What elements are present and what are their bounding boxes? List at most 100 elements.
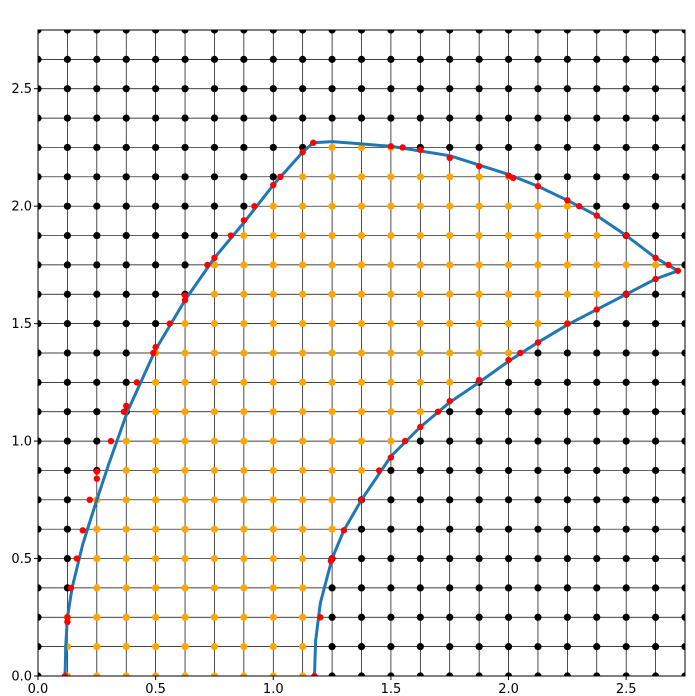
- grid-point-outside: [93, 85, 101, 93]
- intersection-point: [534, 339, 542, 346]
- grid-point-outside: [210, 231, 219, 240]
- grid-point-outside: [534, 378, 542, 386]
- grid-point-outside: [681, 554, 685, 563]
- grid-point-inside: [357, 202, 366, 210]
- grid-point-outside: [651, 378, 660, 386]
- grid-point-outside: [63, 261, 72, 269]
- grid-point-outside: [93, 349, 101, 357]
- grid-point-outside: [563, 584, 571, 592]
- grid-point-inside: [210, 584, 219, 592]
- grid-point-outside: [504, 55, 513, 63]
- grid-point-outside: [534, 554, 542, 563]
- grid-point-inside: [357, 437, 366, 445]
- grid-point-outside: [651, 173, 660, 181]
- grid-point-outside: [475, 437, 483, 445]
- grid-point-outside: [38, 408, 42, 416]
- grid-point-outside: [504, 643, 513, 651]
- grid-point-inside: [475, 173, 483, 181]
- grid-point-outside: [475, 55, 483, 63]
- grid-point-inside: [357, 349, 366, 357]
- intersection-point: [133, 379, 141, 386]
- grid-point-outside: [38, 496, 42, 504]
- grid-point-outside: [563, 554, 571, 563]
- grid-point-inside: [210, 554, 219, 563]
- grid-point-inside: [181, 320, 189, 328]
- grid-point-outside: [38, 466, 42, 475]
- grid-point-inside: [181, 437, 189, 445]
- grid-point-outside: [416, 466, 424, 475]
- y-tick-label: 0.0: [11, 670, 32, 685]
- grid-point-inside: [534, 261, 542, 269]
- intersection-point: [73, 555, 81, 562]
- grid-point-outside: [622, 378, 630, 386]
- grid-point-outside: [152, 55, 160, 63]
- grid-point-inside: [93, 584, 101, 592]
- grid-point-inside: [299, 173, 307, 181]
- grid-point-inside: [122, 584, 130, 592]
- grid-point-inside: [152, 672, 160, 676]
- grid-point-inside: [299, 525, 307, 533]
- grid-point-inside: [328, 261, 336, 269]
- grid-point-outside: [328, 643, 336, 651]
- grid-point-inside: [416, 349, 424, 357]
- grid-point-outside: [63, 114, 72, 122]
- grid-point-outside: [593, 55, 601, 63]
- grid-point-outside: [681, 30, 685, 34]
- grid-point-inside: [299, 231, 307, 240]
- intersection-point: [674, 267, 682, 274]
- grid-point-outside: [357, 85, 366, 93]
- grid-point-outside: [63, 231, 72, 240]
- grid-point-outside: [681, 672, 685, 676]
- grid-point-inside: [446, 378, 454, 386]
- grid-point-inside: [152, 408, 160, 416]
- grid-point-inside: [122, 466, 130, 475]
- intersection-point: [475, 376, 483, 384]
- grid-point-outside: [328, 613, 336, 621]
- grid-point-inside: [446, 290, 454, 298]
- grid-point-outside: [475, 114, 483, 122]
- grid-point-outside: [181, 85, 189, 93]
- grid-point-outside: [563, 466, 571, 475]
- grid-point-inside: [152, 466, 160, 475]
- grid-point-outside: [504, 114, 513, 122]
- y-tick-label: 0.5: [11, 552, 32, 567]
- boundary-curve-layer: [63, 140, 680, 676]
- grid-point-outside: [93, 114, 101, 122]
- grid-point-outside: [152, 143, 160, 152]
- intersection-point: [375, 467, 383, 474]
- grid-point-outside: [299, 85, 307, 93]
- grid-point-outside: [651, 496, 660, 504]
- grid-point-inside: [122, 437, 130, 445]
- grid-point-outside: [328, 85, 336, 93]
- grid-point-inside: [328, 320, 336, 328]
- grid-point-outside: [38, 437, 42, 445]
- grid-point-inside: [357, 143, 366, 152]
- intersection-point: [204, 261, 211, 269]
- grid-point-outside: [299, 55, 307, 63]
- grid-point-outside: [681, 496, 685, 504]
- intersection-point: [166, 320, 173, 327]
- grid-point-inside: [240, 261, 248, 269]
- grid-point-inside: [240, 496, 248, 504]
- grid-point-outside: [387, 55, 395, 63]
- grid-point-inside: [593, 231, 601, 240]
- intersection-point: [517, 349, 524, 357]
- grid-point-inside: [269, 496, 277, 504]
- grid-point-inside: [181, 613, 189, 621]
- grid-point-inside: [122, 613, 130, 621]
- grid-point-outside: [593, 349, 601, 357]
- grid-point-outside: [622, 143, 630, 152]
- grid-point-inside: [328, 378, 336, 386]
- intersection-point: [64, 618, 71, 626]
- intersection-point: [446, 154, 453, 162]
- grid-point-inside: [269, 231, 277, 240]
- grid-point-outside: [328, 55, 336, 63]
- grid-point-outside: [38, 349, 42, 357]
- grid-point-inside: [181, 466, 189, 475]
- grid-point-outside: [93, 202, 101, 210]
- grid-point-outside: [593, 496, 601, 504]
- grid-point-outside: [593, 114, 601, 122]
- grid-point-outside: [152, 290, 160, 298]
- grid-point-outside: [593, 85, 601, 93]
